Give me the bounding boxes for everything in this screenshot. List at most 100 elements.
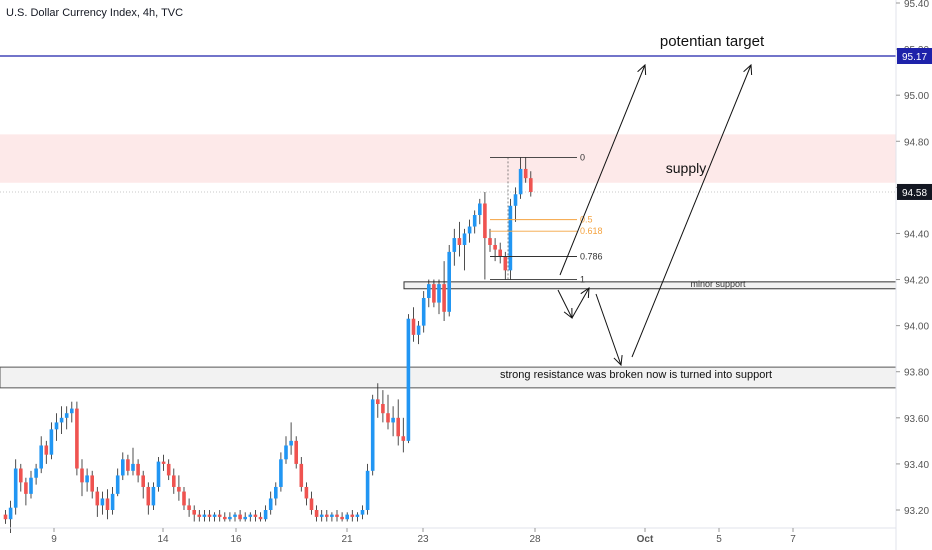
candle: [29, 477, 33, 494]
candle: [192, 510, 196, 515]
time-tick-label: 5: [716, 534, 722, 545]
candle: [3, 514, 8, 520]
candle: [263, 510, 268, 520]
candle: [401, 436, 406, 441]
candle: [258, 516, 263, 520]
fib-level-label: 0.5: [580, 215, 593, 225]
candle: [432, 284, 436, 303]
arrow-bounce-minor-head: [580, 286, 590, 299]
time-tick-label: 9: [51, 534, 57, 545]
candle: [95, 491, 100, 506]
chart-title: U.S. Dollar Currency Index, 4h, TVC: [6, 7, 184, 19]
price-tick-label: 93.60: [904, 414, 929, 425]
minor-support-label: minor support: [690, 279, 746, 289]
candle: [447, 251, 451, 312]
candle: [396, 417, 400, 437]
candle: [34, 468, 38, 478]
candle: [197, 514, 202, 517]
candle: [146, 486, 151, 506]
candle: [365, 470, 370, 510]
time-tick-label: 16: [230, 534, 242, 545]
candle: [467, 226, 472, 234]
candle: [319, 514, 324, 517]
target-price-label: 95.17: [902, 52, 927, 63]
candle: [416, 325, 421, 335]
candle: [177, 486, 181, 492]
candle: [268, 498, 273, 510]
candle: [24, 482, 28, 494]
supply-zone: [0, 134, 896, 183]
candle: [115, 475, 120, 494]
price-tick-label: 94.80: [904, 137, 929, 148]
time-tick-label: 14: [157, 534, 169, 545]
fib-level-label: 1: [580, 275, 585, 285]
candle: [411, 318, 416, 335]
candle: [376, 399, 380, 404]
current-price-label: 94.58: [902, 188, 927, 199]
candle: [217, 514, 222, 517]
candle: [478, 203, 482, 216]
candle: [284, 445, 288, 460]
candle: [350, 514, 355, 517]
supply-label: supply: [666, 160, 706, 176]
candle: [330, 514, 334, 517]
candle: [335, 514, 339, 517]
time-tick-label: Oct: [637, 534, 654, 545]
price-tick-label: 93.40: [904, 460, 929, 471]
candle: [508, 205, 513, 271]
candle: [381, 403, 385, 414]
candle: [75, 408, 79, 469]
candle: [207, 514, 212, 517]
candle: [304, 486, 309, 499]
candle: [345, 514, 349, 520]
candle: [156, 461, 161, 487]
candle: [243, 516, 247, 520]
price-tick-label: 95.00: [904, 91, 929, 102]
candle: [110, 493, 115, 510]
candle: [523, 168, 528, 179]
candle: [238, 514, 242, 520]
arrow-drop-strong: [595, 293, 622, 366]
candle: [406, 318, 411, 441]
candle: [472, 215, 477, 227]
candle: [223, 516, 227, 520]
candle: [161, 461, 166, 464]
strong-support-label: strong resistance was broken now is turn…: [500, 369, 772, 381]
arrow-target-2-head: [743, 63, 753, 76]
fib-level-label: 0: [580, 152, 585, 162]
current-price-badge: [897, 183, 932, 200]
candle: [70, 408, 74, 414]
candle: [100, 498, 105, 506]
candle: [39, 445, 43, 469]
candle: [442, 284, 446, 312]
candle: [391, 417, 395, 423]
candle: [90, 475, 94, 492]
candle: [518, 168, 523, 195]
candle: [228, 516, 232, 520]
candle: [202, 514, 207, 517]
candle: [529, 178, 533, 192]
candle: [172, 475, 176, 487]
candle: [187, 505, 191, 510]
candle: [126, 459, 130, 471]
candle: [13, 468, 18, 508]
candle: [452, 238, 457, 252]
time-tick-label: 21: [341, 534, 353, 545]
candle: [503, 256, 508, 271]
candle: [437, 284, 441, 303]
candle: [141, 475, 145, 487]
candle: [498, 249, 502, 257]
candle: [105, 498, 110, 510]
candle: [166, 463, 171, 476]
time-tick-label: 7: [790, 534, 796, 545]
arrow-dip-minor: [557, 289, 573, 319]
candle: [493, 244, 497, 250]
time-tick-label: 23: [417, 534, 429, 545]
candle: [457, 238, 462, 245]
arrow-target-1-head: [637, 63, 647, 76]
candle: [513, 194, 518, 206]
candle: [427, 284, 431, 298]
candle: [289, 440, 293, 446]
candle: [488, 238, 492, 245]
